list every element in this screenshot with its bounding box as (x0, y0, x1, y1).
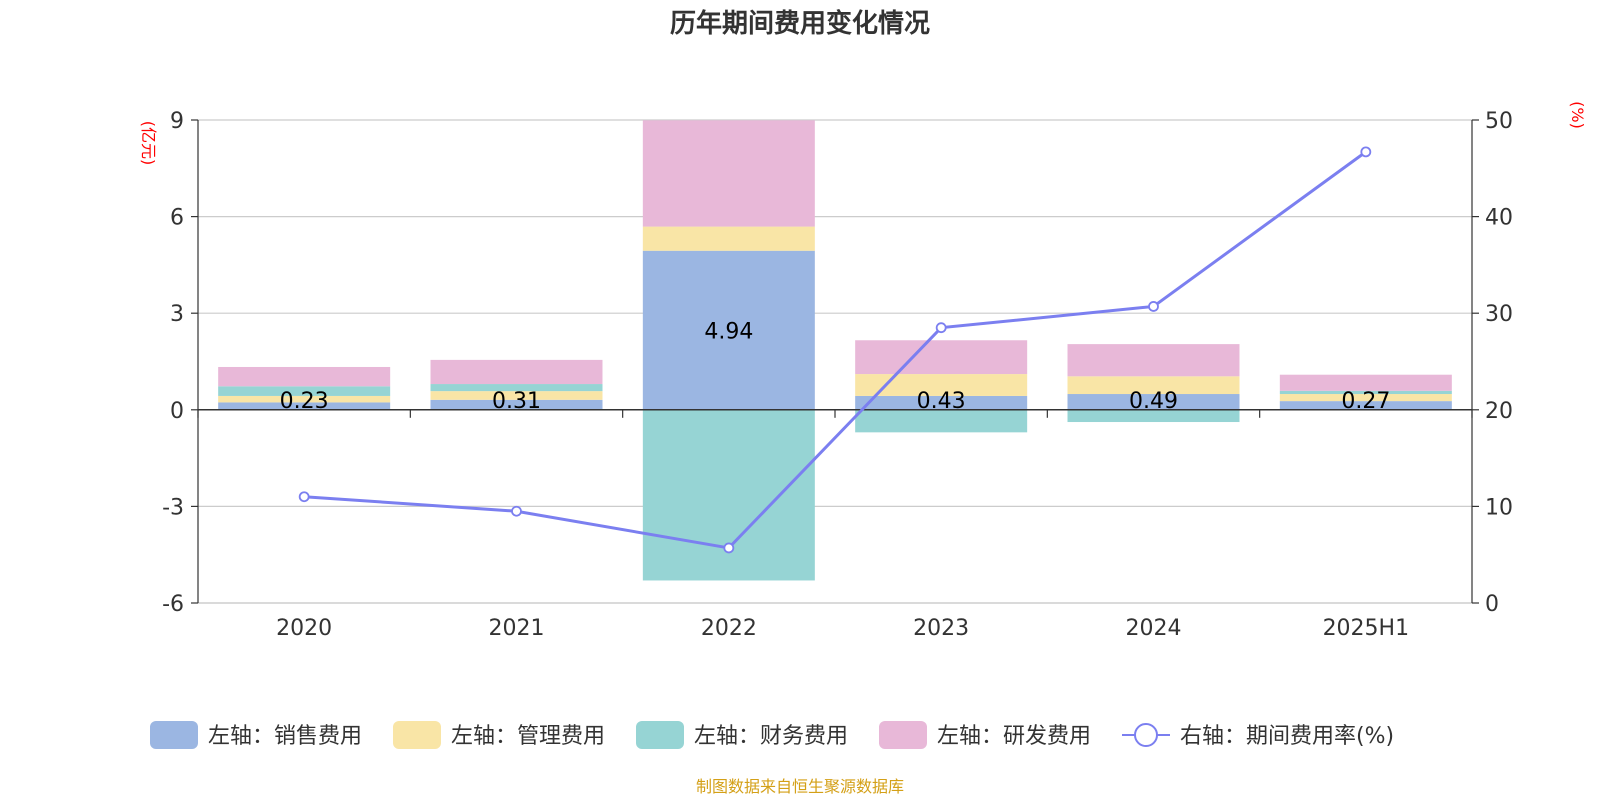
right-tick-label: 50 (1485, 109, 1513, 134)
x-tick-label: 2023 (913, 616, 969, 641)
line-period-expense-rate (304, 150, 1367, 550)
bar-value-label: 0.27 (1341, 389, 1390, 414)
x-tick-label: 2021 (489, 616, 545, 641)
bar-series (218, 120, 1452, 581)
grid-lines (198, 119, 1472, 604)
bar-左轴：销售费用-2022 (642, 250, 815, 410)
bar-左轴：研发费用-2023 (855, 340, 1028, 375)
line-point (1360, 146, 1372, 158)
right-tick-label: 0 (1485, 592, 1499, 617)
bar-左轴：财务费用-2023 (855, 409, 1028, 433)
bar-左轴：财务费用-2021 (430, 384, 603, 392)
chart-title: 历年期间费用变化情况 (670, 8, 930, 39)
right-tick-label: 40 (1485, 206, 1513, 231)
bar-左轴：管理费用-2023 (855, 374, 1028, 396)
bar-value-label: 0.49 (1129, 389, 1178, 414)
left-tick-label: 9 (170, 109, 184, 134)
bar-左轴：管理费用-2025H1 (1279, 394, 1452, 402)
legend-swatch (636, 721, 684, 749)
bar-左轴：研发费用-2022 (642, 120, 815, 227)
bar-左轴：财务费用-2020 (218, 386, 391, 396)
line-point (511, 505, 522, 517)
legend-item[interactable]: 右轴：期间费用率(%) (1122, 723, 1394, 749)
legend-swatch (393, 721, 441, 749)
legend-label: 右轴：期间费用率(%) (1180, 724, 1394, 749)
bar-左轴：研发费用-2020 (218, 366, 391, 387)
line-series (298, 146, 1372, 554)
bar-左轴：财务费用-2022 (642, 409, 815, 581)
legend[interactable]: 左轴：销售费用 左轴：管理费用 左轴：财务费用 左轴：研发费用 右轴：期间费用率(%) (150, 721, 1394, 749)
x-tick-label: 2024 (1126, 616, 1182, 641)
bar-左轴：财务费用-2025H1 (1279, 390, 1452, 395)
line-point (935, 322, 947, 334)
bar-左轴：管理费用-2024 (1067, 376, 1240, 395)
x-tick-label: 2020 (276, 616, 332, 641)
legend-item[interactable]: 左轴：财务费用 (636, 721, 848, 749)
bar-左轴：销售费用-2020 (218, 402, 391, 410)
x-tick-label: 2025H1 (1323, 616, 1410, 641)
right-tick-label: 10 (1485, 495, 1513, 520)
bar-左轴：研发费用-2024 (1067, 344, 1240, 377)
left-tick-label: -3 (162, 495, 184, 520)
right-tick-label: 20 (1485, 399, 1513, 424)
left-axis-unit: (亿元) (139, 121, 158, 166)
legend-label: 左轴：管理费用 (451, 724, 605, 749)
line-point (723, 542, 735, 554)
bar-左轴：管理费用-2021 (430, 391, 603, 400)
legend-label: 左轴：研发费用 (937, 724, 1091, 749)
line-point (298, 491, 310, 503)
bar-value-label: 0.23 (280, 389, 329, 414)
bar-左轴：研发费用-2021 (430, 359, 603, 385)
bar-左轴：财务费用-2024 (1067, 409, 1240, 423)
legend-label: 左轴：财务费用 (694, 724, 848, 749)
x-tick-label: 2022 (701, 616, 757, 641)
left-tick-label: 6 (170, 206, 184, 231)
bar-value-label: 0.43 (917, 389, 966, 414)
bar-左轴：研发费用-2025H1 (1279, 374, 1452, 391)
bar-value-label: 4.94 (704, 319, 753, 344)
bar-value-label: 0.31 (492, 389, 541, 414)
left-tick-label: 3 (170, 302, 184, 327)
left-tick-label: -6 (162, 592, 184, 617)
data-source-footer: 制图数据来自恒生聚源数据库 (696, 777, 904, 796)
right-tick-label: 30 (1485, 302, 1513, 327)
legend-marker (1134, 723, 1158, 747)
legend-label: 左轴：销售费用 (208, 724, 362, 749)
legend-swatch (879, 721, 927, 749)
legend-swatch (150, 721, 198, 749)
bar-左轴：管理费用-2022 (642, 226, 815, 251)
bar-左轴：销售费用-2023 (855, 395, 1028, 410)
bar-左轴：销售费用-2025H1 (1279, 401, 1452, 410)
legend-item[interactable]: 左轴：管理费用 (393, 721, 605, 749)
bar-左轴：销售费用-2021 (430, 399, 603, 410)
line-point (1148, 301, 1159, 312)
right-axis-unit: (%) (1568, 101, 1587, 129)
legend-item[interactable]: 左轴：销售费用 (150, 721, 362, 749)
bar-左轴：管理费用-2020 (218, 395, 391, 403)
legend-item[interactable]: 左轴：研发费用 (879, 721, 1091, 749)
axes: -6 -3 0 3 6 9 0 10 20 30 40 50 2020 2021 2022 2023 2024 2… (162, 109, 1513, 641)
data-labels: 0.23 0.31 4.94 0.43 0.49 0.27 (280, 319, 1391, 414)
bar-左轴：销售费用-2024 (1067, 394, 1240, 410)
left-tick-label: 0 (170, 399, 184, 424)
